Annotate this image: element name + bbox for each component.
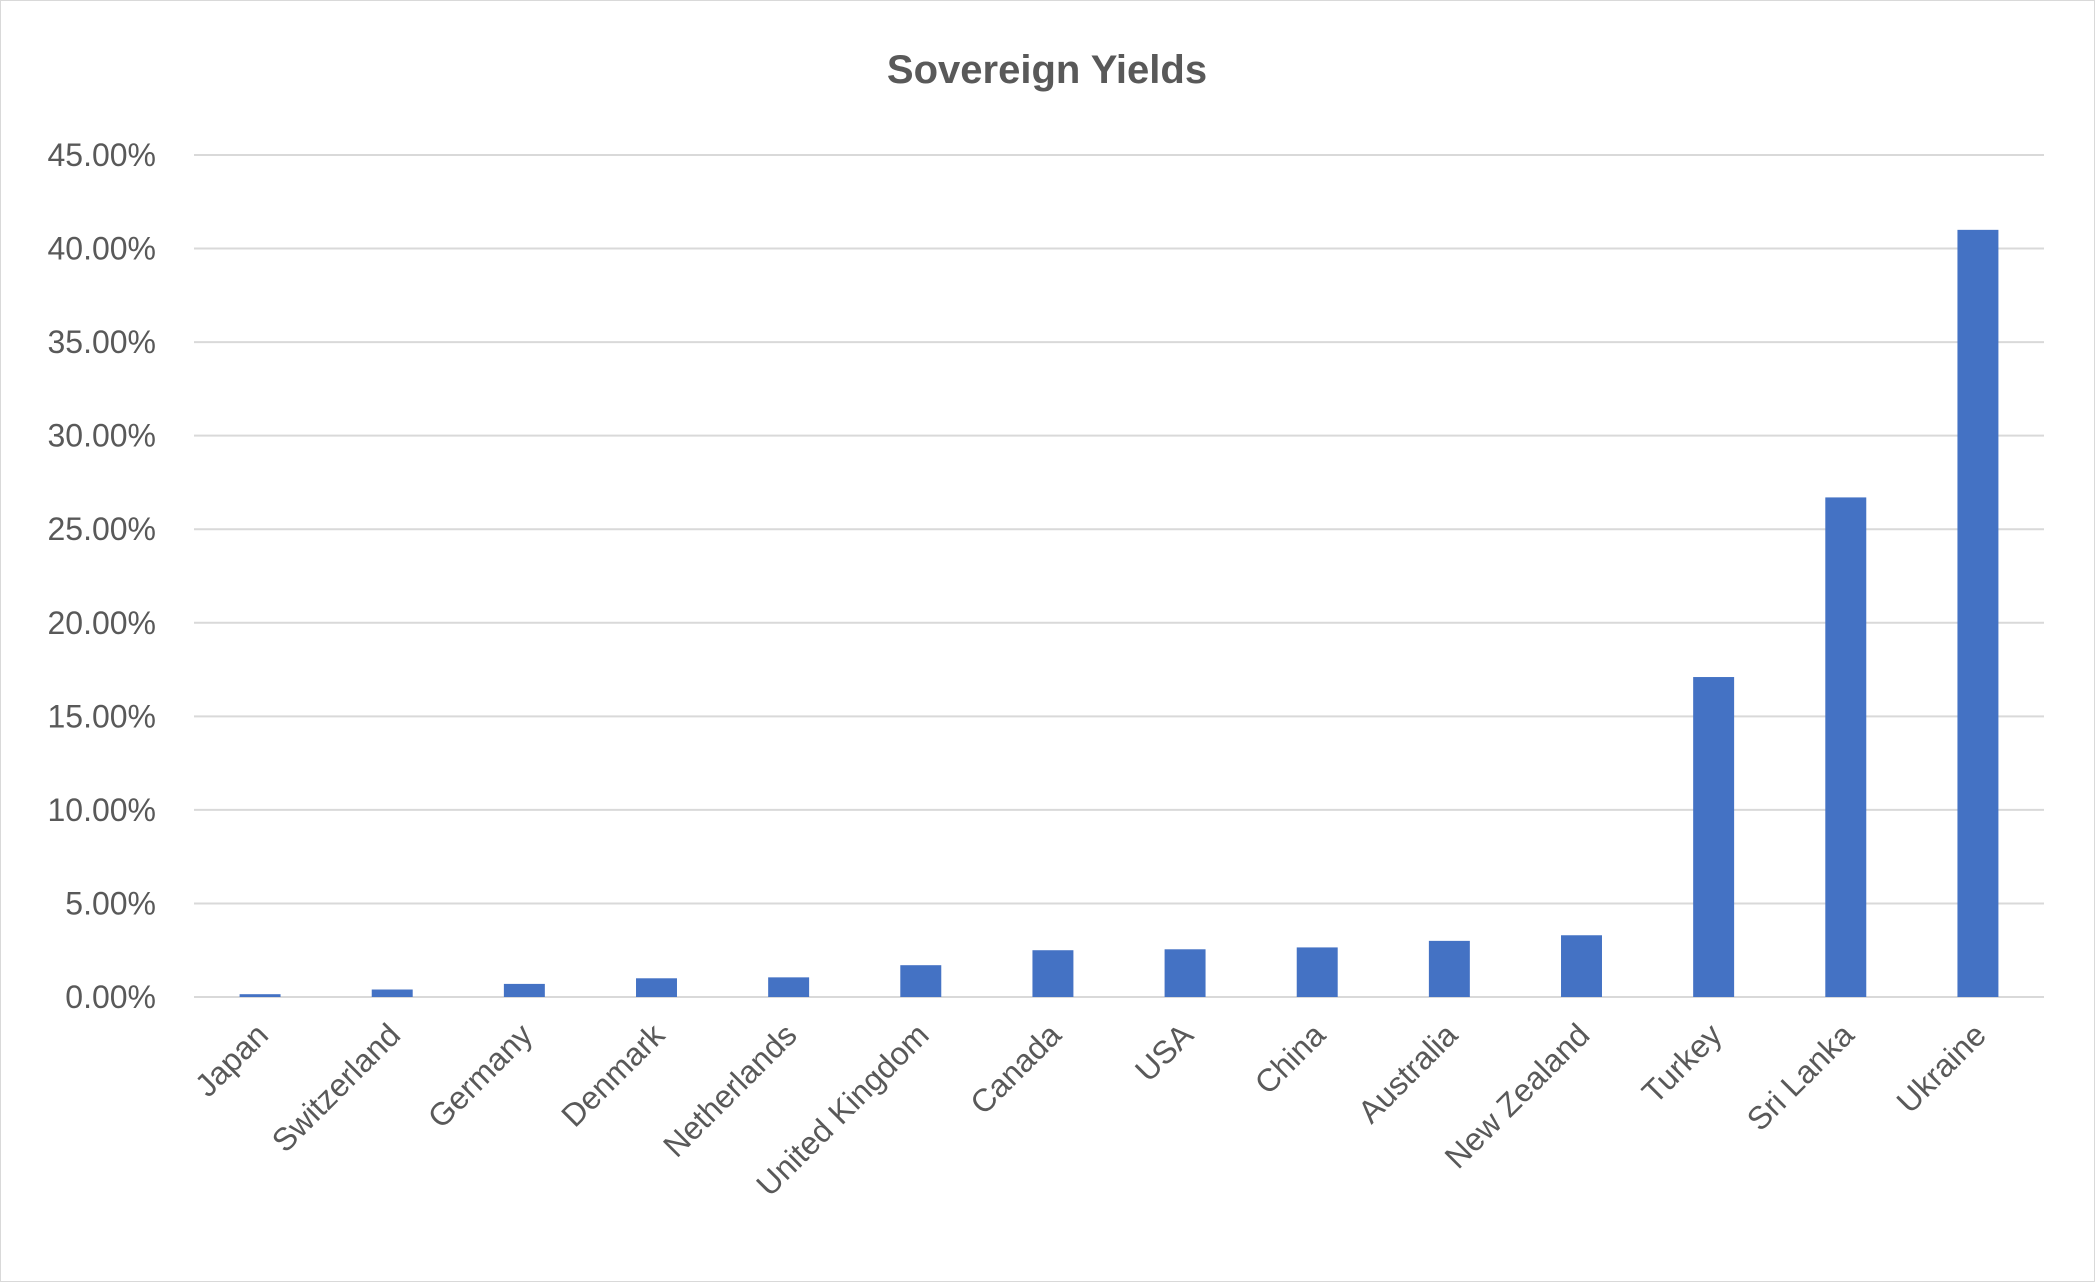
y-tick-label: 35.00%: [47, 324, 156, 360]
bar-netherlands: [768, 977, 810, 997]
bar-united-kingdom: [900, 965, 942, 997]
gridlines: [194, 154, 2044, 998]
bar-usa: [1164, 949, 1206, 997]
bar-denmark: [636, 978, 677, 997]
x-category-label: Ukraine: [1889, 1016, 1992, 1119]
x-category-label: Germany: [421, 1016, 540, 1135]
x-category-label: Switzerland: [265, 1016, 407, 1158]
chart-title: Sovereign Yields: [887, 48, 1207, 92]
bars: [239, 229, 1999, 997]
x-category-label: Turkey: [1635, 1016, 1729, 1110]
y-tick-label: 15.00%: [47, 698, 156, 734]
x-category-label: Netherlands: [656, 1016, 803, 1163]
bar-china: [1296, 947, 1338, 997]
y-tick-label: 0.00%: [65, 979, 156, 1015]
x-category-label: Denmark: [554, 1016, 672, 1134]
y-tick-label: 5.00%: [65, 885, 156, 921]
bar-turkey: [1693, 677, 1735, 997]
y-tick-label: 10.00%: [47, 792, 156, 828]
x-category-label: Japan: [188, 1016, 275, 1103]
bar-sri-lanka: [1825, 497, 1867, 997]
x-category-label: Canada: [963, 1016, 1068, 1121]
bar-switzerland: [371, 989, 413, 997]
bar-australia: [1428, 940, 1470, 997]
y-axis-tick-labels: 0.00% 5.00% 10.00% 15.00% 20.00% 25.00% 30.00%…: [47, 137, 156, 1015]
bar-germany: [503, 983, 545, 997]
y-tick-label: 45.00%: [47, 137, 156, 173]
x-category-label: USA: [1128, 1016, 1200, 1088]
bar-new-zealand: [1561, 935, 1602, 997]
bar-ukraine: [1957, 229, 1999, 997]
y-tick-label: 30.00%: [47, 418, 156, 454]
x-category-label: Australia: [1351, 1016, 1465, 1130]
x-category-label: Sri Lanka: [1740, 1016, 1861, 1137]
y-tick-label: 40.00%: [47, 231, 156, 267]
bar-japan: [239, 994, 281, 997]
y-tick-label: 20.00%: [47, 605, 156, 641]
x-category-label: China: [1248, 1016, 1333, 1101]
bar-canada: [1032, 950, 1074, 997]
y-tick-label: 25.00%: [47, 511, 156, 547]
